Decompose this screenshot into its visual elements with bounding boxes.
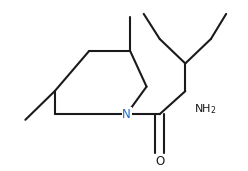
Text: N: N [122, 108, 131, 121]
Text: NH$_2$: NH$_2$ [193, 102, 216, 116]
Text: O: O [155, 155, 164, 168]
